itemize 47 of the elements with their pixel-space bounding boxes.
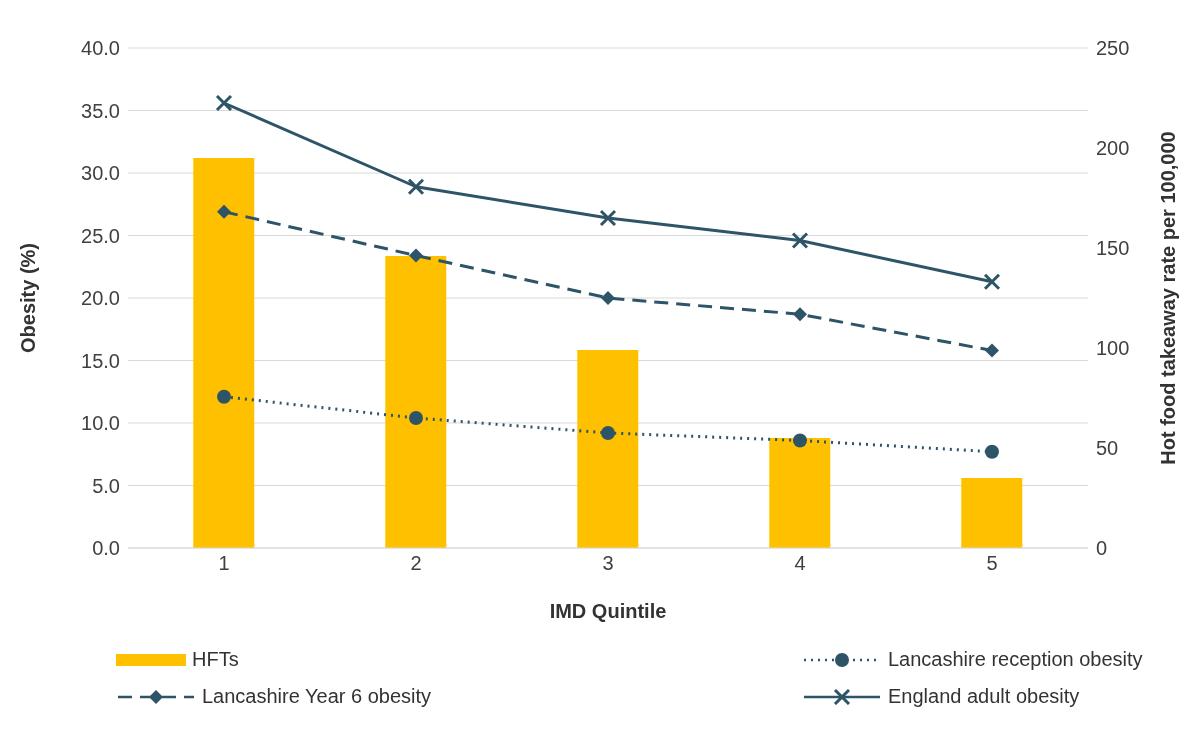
y-tick-label: 20.0	[81, 287, 120, 310]
point	[409, 411, 423, 425]
y-tick-label: 5.0	[92, 474, 120, 497]
bar	[193, 158, 255, 548]
y-tick-label: 10.0	[81, 412, 120, 435]
legend-label: England adult obesity	[888, 685, 1080, 708]
point	[599, 209, 617, 227]
point	[793, 433, 807, 448]
point	[985, 343, 999, 358]
point	[217, 204, 231, 219]
y-tick-label: 30.0	[81, 162, 120, 185]
point	[215, 94, 233, 112]
point	[409, 248, 423, 263]
y2-tick-label: 50	[1096, 437, 1119, 460]
point	[407, 178, 425, 196]
y-axis-title: Obesity (%)	[17, 242, 40, 354]
y-tick-label: 0.0	[92, 537, 120, 560]
y-tick-label: 25.0	[81, 224, 120, 247]
point	[985, 444, 999, 459]
y2-tick-label: 200	[1096, 137, 1130, 160]
x-tick-label: 1	[218, 552, 230, 575]
legend-label: Lancashire reception obesity	[888, 648, 1143, 671]
point	[793, 307, 807, 322]
y2-tick-label: 0	[1096, 537, 1108, 560]
bar	[769, 438, 831, 548]
legend-label: Lancashire Year 6 obesity	[202, 685, 432, 708]
y-tick-label: 15.0	[81, 349, 120, 372]
x-tick-label: 3	[602, 552, 614, 575]
x-axis-title: IMD Quintile	[549, 600, 667, 622]
x-tick-label: 2	[410, 552, 422, 575]
point	[601, 426, 615, 440]
y-tick-label: 40.0	[81, 37, 120, 60]
y2-tick-label: 150	[1096, 237, 1130, 260]
y-tick-label: 35.0	[81, 99, 120, 122]
point	[217, 389, 231, 404]
bar	[577, 350, 639, 548]
bar	[385, 256, 447, 548]
y2-tick-label: 250	[1096, 37, 1130, 60]
x-tick-label: 5	[986, 552, 998, 575]
y2-tick-label: 100	[1096, 337, 1130, 360]
point	[791, 232, 809, 249]
y2-axis-title: Hot food takeaway rate per 100,000	[1157, 131, 1180, 465]
bar	[961, 478, 1023, 548]
point	[601, 291, 615, 305]
point	[983, 273, 1001, 291]
legend-label: HFTs	[192, 648, 239, 671]
x-tick-label: 4	[794, 552, 806, 575]
